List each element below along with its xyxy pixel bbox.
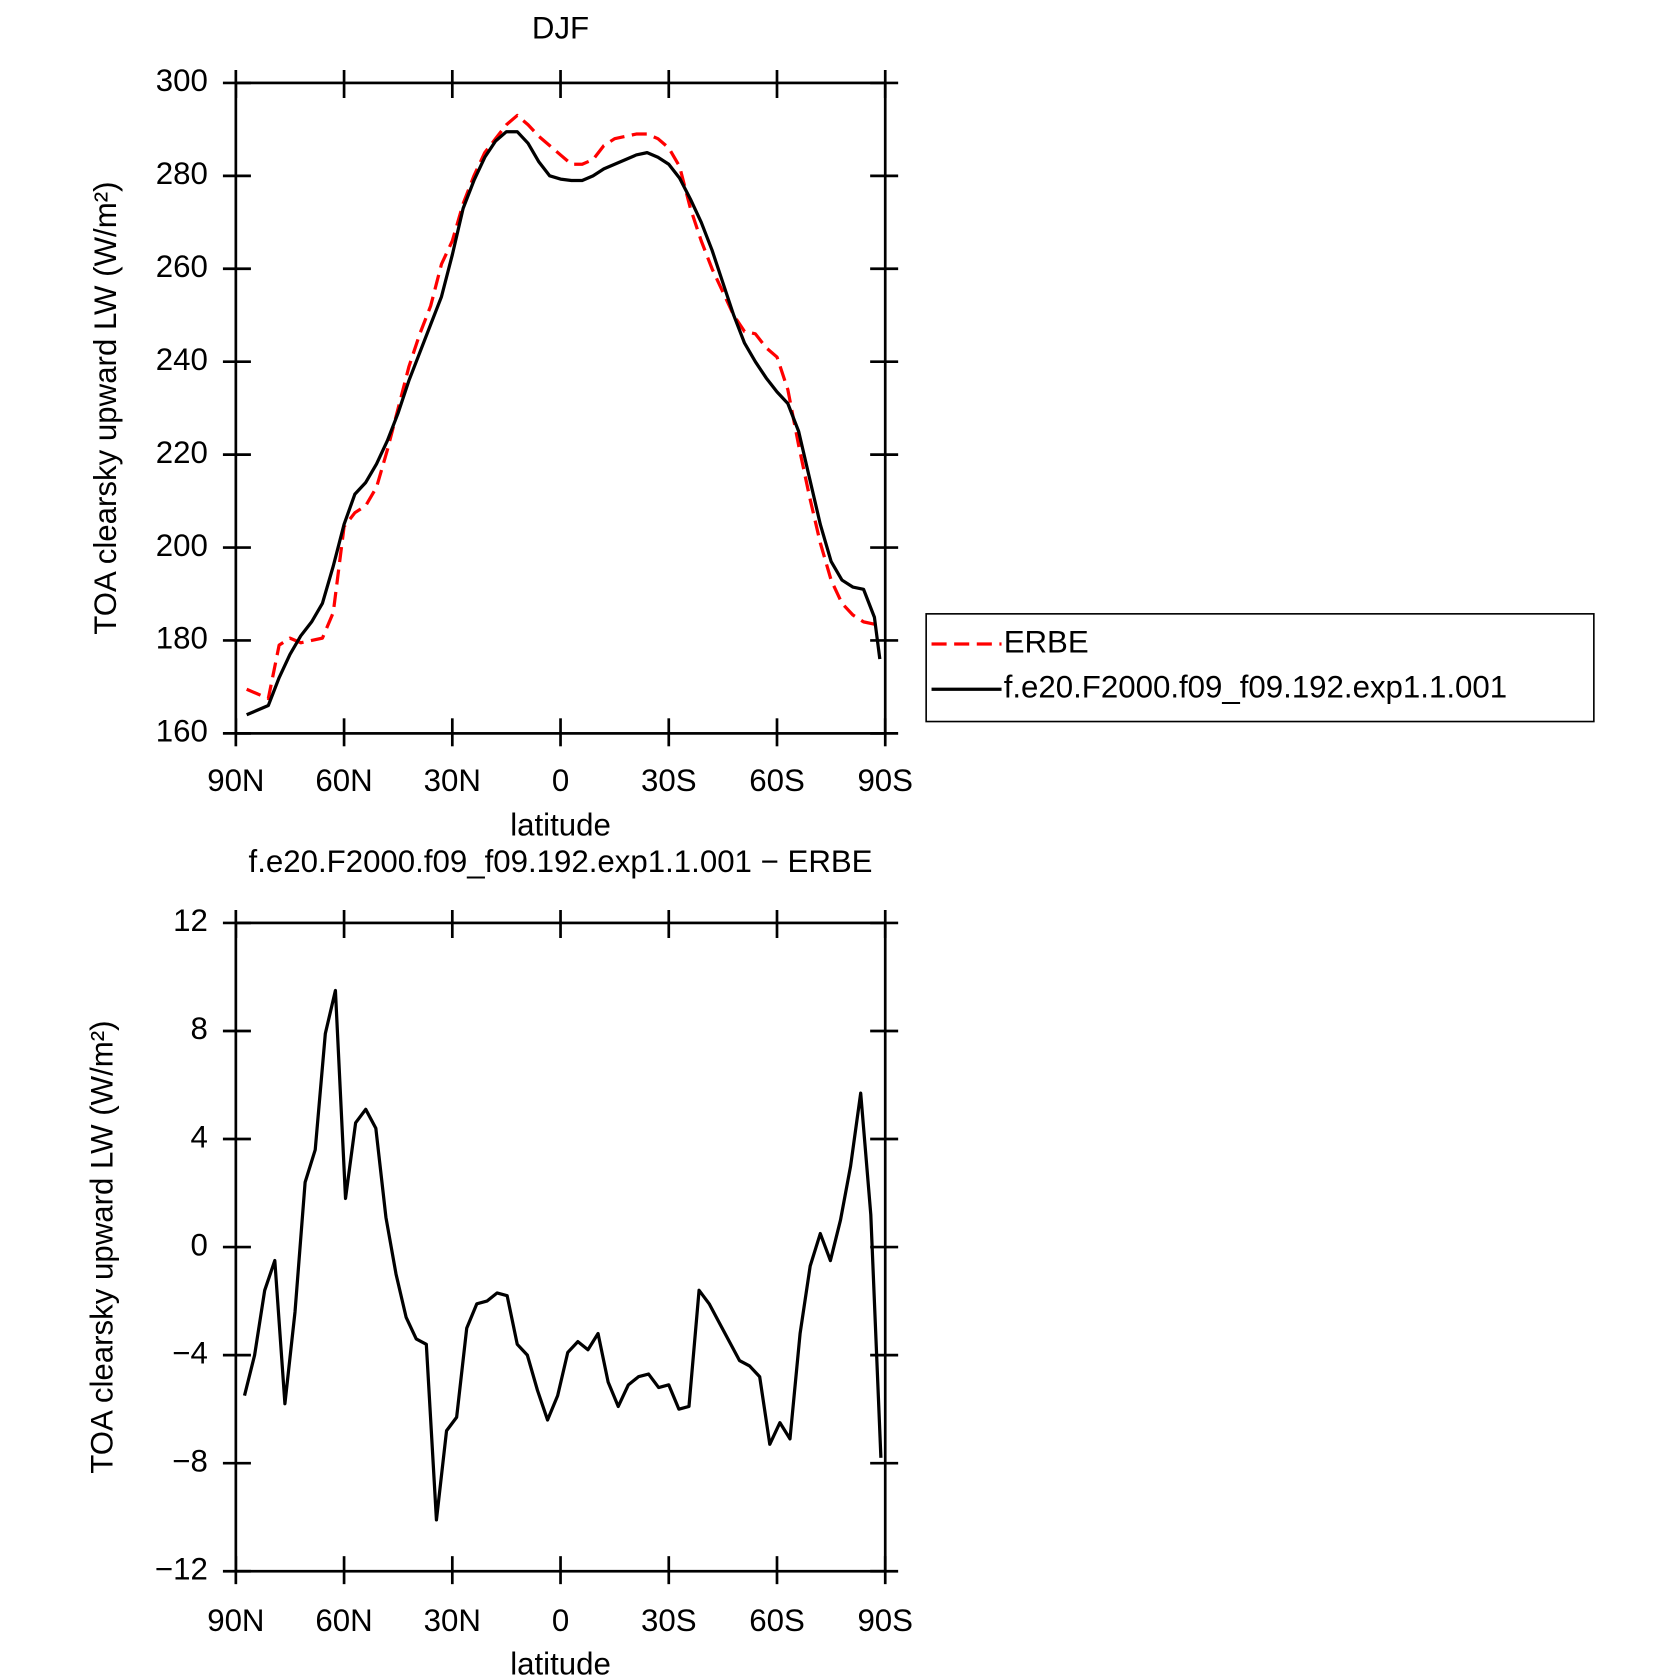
x-tick-label: 90N [207,1603,264,1638]
y-tick-label: 180 [156,621,208,656]
y-axis-label: TOA clearsky upward LW (W/m²) [85,1020,120,1473]
y-axis-label: TOA clearsky upward LW (W/m²) [88,181,123,634]
y-tick-label: 220 [156,435,208,470]
y-tick-label: 160 [156,714,208,749]
x-tick-label: 60S [749,763,805,798]
y-tick-label: 300 [156,63,208,98]
y-tick-label: 240 [156,342,208,377]
y-tick-label: 4 [190,1119,207,1154]
x-axis-label: latitude [510,1646,611,1680]
y-tick-label: 0 [190,1227,207,1262]
plot-frame [234,81,887,735]
y-tick-label: 200 [156,528,208,563]
y-tick-label: 280 [156,156,208,191]
x-tick-label: 60S [749,1603,805,1638]
x-tick-label: 90S [857,1603,913,1638]
chart-title: f.e20.F2000.f09_f09.192.exp1.1.001 − ERB… [249,844,873,879]
x-tick-label: 90N [207,763,264,798]
data-line [246,130,882,717]
x-tick-label: 90S [857,763,913,798]
x-axis-label: latitude [510,807,611,842]
plot-frame [234,921,887,1573]
y-tick-label: −12 [155,1551,208,1586]
x-tick-label: 60N [315,1603,372,1638]
x-tick-label: 0 [552,1603,569,1638]
y-tick-label: 12 [173,903,208,938]
x-tick-label: 30S [641,763,697,798]
x-tick-label: 30N [424,763,481,798]
y-tick-label: 260 [156,249,208,284]
x-tick-label: 60N [315,763,372,798]
legend-label: f.e20.F2000.f09_f09.192.exp1.1.001 [1004,669,1507,704]
legend-label: ERBE [1004,624,1089,659]
x-tick-label: 30S [641,1603,697,1638]
x-tick-label: 30N [424,1603,481,1638]
x-tick-label: 0 [552,763,569,798]
chart-title: DJF [532,10,589,45]
y-tick-label: 8 [190,1011,207,1046]
data-line [246,113,881,701]
legend-box [925,613,1595,723]
y-tick-label: −4 [172,1335,208,1370]
y-tick-label: −8 [172,1443,208,1478]
data-line [242,988,883,1522]
